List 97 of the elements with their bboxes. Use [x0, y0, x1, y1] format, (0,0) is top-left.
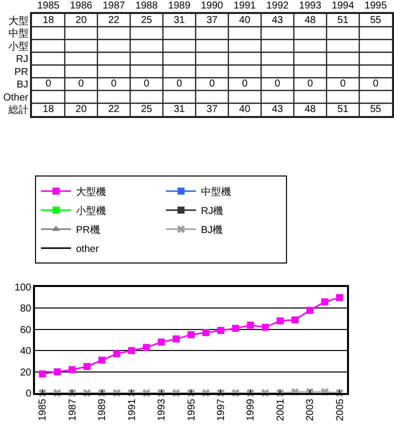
- y-tick-label: BJ: [16, 80, 28, 91]
- y-tick-label: 0: [26, 388, 32, 400]
- data-label: 20: [76, 14, 88, 26]
- legend-label: PR機: [76, 224, 100, 236]
- data-label: 51: [337, 104, 349, 116]
- data-label: 48: [304, 14, 316, 26]
- x-tick-label: 2001: [275, 398, 286, 421]
- x-tick-label: 1989: [168, 0, 191, 12]
- y-tick-label: 100: [14, 282, 32, 294]
- y-tick-label: 大型: [8, 14, 28, 27]
- point: [246, 322, 254, 329]
- x-tick-label: 1995: [186, 398, 198, 421]
- x-tick-label: 1987: [67, 398, 78, 421]
- y-tick-label: 80: [20, 304, 32, 315]
- data-label: 0: [209, 78, 216, 90]
- point: [128, 347, 136, 354]
- x-tick-label: 2003: [305, 398, 316, 421]
- x-tick-label: 1985: [37, 0, 60, 12]
- legend-label: 小型機: [76, 205, 106, 218]
- point: [232, 324, 240, 332]
- point: [172, 335, 180, 342]
- point: [292, 316, 298, 324]
- y-tick-label: 20: [20, 367, 32, 378]
- point: [38, 370, 46, 378]
- y-tick-label: 60: [20, 324, 32, 336]
- data-label: 0: [274, 78, 281, 90]
- data-label: 0: [144, 78, 150, 90]
- x-tick-label: 1993: [299, 0, 322, 12]
- data-label: 0: [78, 78, 84, 90]
- data-label: 0: [307, 78, 314, 90]
- point: [306, 306, 314, 314]
- point: [188, 331, 194, 338]
- point: [217, 326, 224, 334]
- data-label: 51: [337, 14, 349, 26]
- data-label: 40: [239, 14, 251, 26]
- data-label: 55: [370, 14, 382, 26]
- legend-label: 中型機: [201, 186, 231, 198]
- data-label: 43: [272, 14, 284, 26]
- y-tick-label: PR: [14, 66, 28, 78]
- point: [54, 368, 61, 376]
- point: [158, 338, 165, 346]
- legend-label: BJ機: [201, 224, 223, 236]
- point: [276, 317, 284, 324]
- y-tick-label: RJ: [16, 54, 28, 66]
- data-label: 55: [370, 104, 382, 116]
- x-tick-label: 2005: [334, 398, 346, 421]
- x-tick-label: 1995: [364, 0, 388, 12]
- x-tick-label: 1999: [246, 398, 257, 421]
- point: [113, 350, 120, 358]
- data-label: 22: [108, 14, 120, 26]
- point: [336, 294, 344, 302]
- point: [262, 324, 269, 331]
- data-label: 18: [42, 14, 54, 26]
- point: [84, 363, 90, 370]
- data-label: 18: [42, 104, 54, 116]
- data-label: 37: [206, 14, 218, 26]
- y-tick-label: 中型: [8, 28, 28, 40]
- y-tick-label: 小型: [8, 40, 28, 52]
- x-tick-label: 1985: [38, 398, 49, 421]
- data-label: 0: [111, 78, 118, 90]
- point: [68, 366, 76, 374]
- data-label: 20: [76, 104, 88, 116]
- data-label: 37: [206, 104, 218, 116]
- legend-label: other: [76, 244, 100, 256]
- x-tick-label: 1988: [135, 0, 158, 12]
- data-label: 0: [176, 78, 182, 90]
- data-label: 40: [239, 104, 251, 116]
- x-tick-label: 1991: [234, 0, 256, 12]
- data-label: 0: [340, 78, 346, 90]
- legend-label: 大型機: [76, 186, 106, 198]
- data-label: 0: [46, 78, 52, 90]
- x-tick-label: 1991: [126, 398, 138, 421]
- data-label: 0: [242, 78, 248, 90]
- point: [142, 344, 150, 351]
- y-tick-label: 40: [20, 346, 32, 358]
- x-tick-label: 1986: [70, 0, 93, 12]
- data-label: 31: [174, 14, 186, 26]
- point: [202, 329, 210, 336]
- point: [321, 298, 328, 306]
- x-tick-label: 1989: [97, 398, 108, 421]
- x-tick-label: 1987: [102, 0, 126, 12]
- data-label: 0: [372, 78, 379, 90]
- x-tick-label: 1993: [156, 398, 168, 421]
- y-tick-label: Other: [3, 92, 29, 104]
- x-tick-label: 1992: [266, 0, 290, 12]
- data-label: 25: [140, 14, 153, 26]
- data-label: 25: [140, 104, 153, 116]
- data-label: 22: [108, 104, 120, 116]
- legend-label: RJ機: [201, 205, 224, 218]
- point: [98, 356, 106, 364]
- x-tick-label: 1990: [200, 0, 224, 12]
- y-tick-label: 総計: [7, 104, 28, 116]
- x-tick-label: 1994: [332, 0, 354, 12]
- data-label: 48: [304, 104, 316, 116]
- x-tick-label: 1997: [216, 398, 227, 421]
- data-label: 31: [174, 104, 186, 116]
- data-label: 43: [272, 104, 284, 116]
